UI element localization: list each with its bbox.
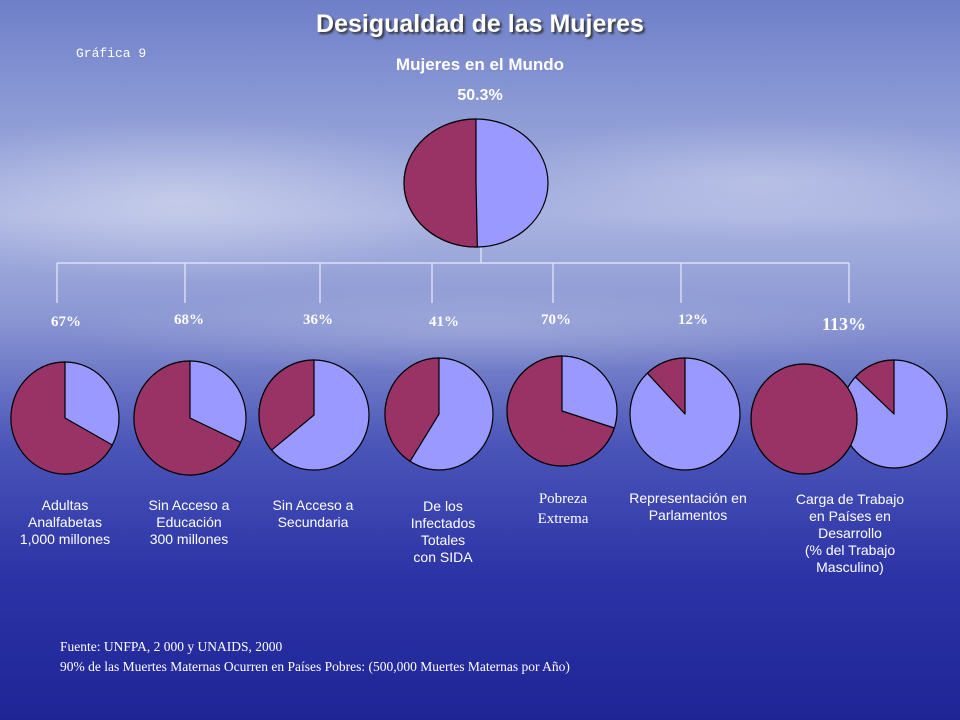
pie-category-label-2-line-1: Sin Acceso a xyxy=(148,497,230,513)
pie-category-label-6-line-1: Representación en xyxy=(629,490,747,506)
small-pie-6-value-slice xyxy=(646,357,686,415)
figure-label: Gráfica 9 xyxy=(76,46,147,61)
pie-category-label-3-line-1: Sin Acceso a xyxy=(272,497,354,513)
pie-category-label-3-line-2: Secundaria xyxy=(277,514,349,530)
main-pie-title: Mujeres en el Mundo xyxy=(395,55,565,74)
pie-category-label-5-line-1: Pobreza xyxy=(538,491,588,507)
small-pie-2 xyxy=(133,360,247,476)
pie-category-label-2-line-3: 300 millones xyxy=(149,531,229,547)
pie-category-label-4-line-3: Totales xyxy=(420,532,466,548)
pie-category-label-7-line-5: Masculino) xyxy=(816,559,884,575)
pie-category-label-1-line-1: Adultas xyxy=(41,497,89,513)
small-pies xyxy=(10,355,948,476)
pie-category-label-7-line-4: (% del Trabajo xyxy=(804,542,896,558)
main-pie-value-label: 50.3% xyxy=(457,87,503,104)
pie-category-label-5-line-2: Extrema xyxy=(537,511,589,527)
pie-category-label-2: Sin Acceso a Educación 300 millones xyxy=(124,497,254,548)
small-pie-1-value-slice xyxy=(10,361,113,475)
pie-category-label-2-line-2: Educación xyxy=(156,514,222,530)
small-pie-5-value-slice xyxy=(506,355,615,467)
pie-category-label-3: Sin Acceso a Secundaria xyxy=(248,497,378,531)
pie-category-label-4: De los Infectados Totales con SIDA xyxy=(378,498,508,566)
pie-category-label-7: Carga de Trabajo en Países en Desarrollo (%… xyxy=(770,491,930,576)
pie-category-label-1-line-3: 1,000 millones xyxy=(19,531,111,547)
page-title: Desigualdad de las Mujeres xyxy=(316,10,644,38)
small-pie-7-full-value-slice xyxy=(750,363,858,475)
pie-category-label-7-line-1: Carga de Trabajo xyxy=(795,491,905,507)
pie-category-label-4-line-2: Infectados xyxy=(410,515,476,531)
small-pie-2-value-slice xyxy=(133,360,242,476)
pie-category-label-7-line-3: Desarrollo xyxy=(818,525,882,541)
connector-lines xyxy=(56,247,850,303)
pie-value-label-7: 113% xyxy=(821,314,866,334)
small-pie-3 xyxy=(258,359,370,471)
pie-category-label-5: Pobreza Extrema xyxy=(503,489,623,529)
pie-value-label-5: 70% xyxy=(541,312,571,328)
small-pie-7-full xyxy=(750,363,858,475)
small-pie-5 xyxy=(506,355,618,467)
source-note: Fuente: UNFPA, 2 000 y UNAIDS, 2000 xyxy=(60,639,283,654)
maternal-deaths-note: 90% de las Muertes Maternas Ocurren en P… xyxy=(60,659,570,674)
pie-category-label-1-line-2: Analfabetas xyxy=(28,514,102,530)
pie-category-label-6-line-2: Parlamentos xyxy=(648,507,728,523)
pie-category-label-1: Adultas Analfabetas 1,000 millones xyxy=(0,497,130,548)
small-pie-6 xyxy=(629,357,741,471)
pie-category-label-6: Representación en Parlamentos xyxy=(613,490,763,524)
main-pie xyxy=(403,118,549,248)
small-pie-1 xyxy=(10,361,120,475)
small-pie-3-value-slice xyxy=(258,359,315,451)
pie-value-label-4: 41% xyxy=(429,314,459,330)
small-pie-7-extra xyxy=(840,359,948,469)
main-pie-mujeres xyxy=(403,118,549,248)
pie-value-label-2: 68% xyxy=(174,312,204,328)
pie-value-label-1: 67% xyxy=(51,314,81,330)
small-pie-7-extra-value-slice xyxy=(854,359,895,415)
pie-value-label-6: 12% xyxy=(678,312,708,328)
pie-category-label-4-line-1: De los xyxy=(423,498,463,514)
pie-category-label-7-line-2: en Países en xyxy=(809,508,891,524)
main-pie-mujeres-value-slice xyxy=(403,118,478,248)
pie-category-label-4-line-4: con SIDA xyxy=(413,549,473,565)
small-pie-4 xyxy=(384,357,494,471)
pie-value-label-3: 36% xyxy=(303,312,333,328)
small-pie-4-value-slice xyxy=(384,357,440,462)
